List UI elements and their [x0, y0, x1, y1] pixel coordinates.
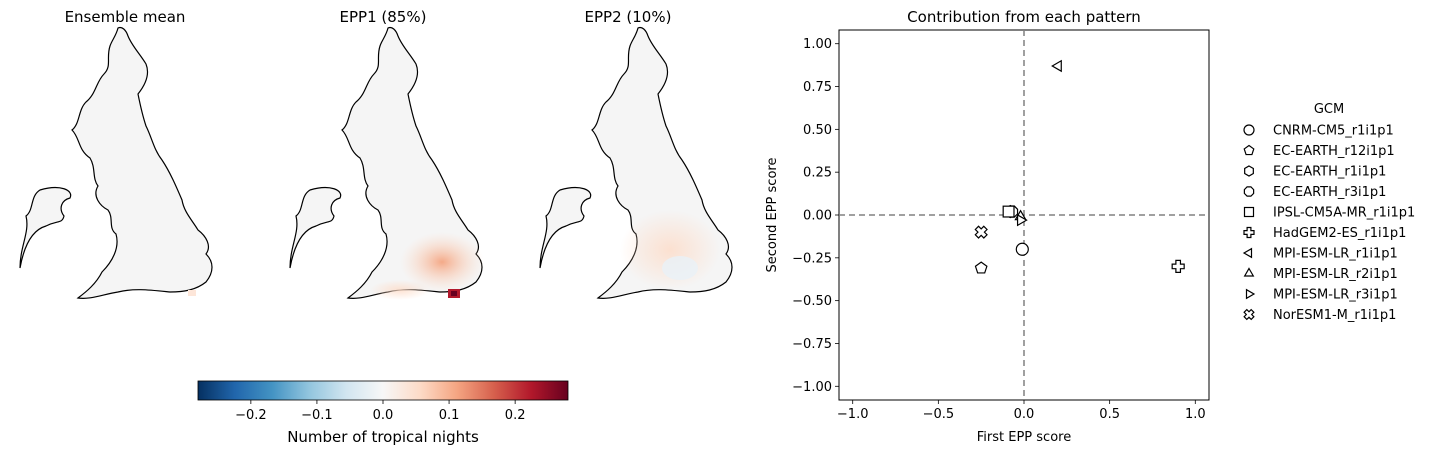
colorbar: −0.2 −0.1 0.0 0.1 0.2 Number of tropical nig…: [197, 380, 569, 446]
hotspot-london-core: [451, 291, 457, 296]
legend-marker: [1243, 186, 1255, 197]
y-tick-label: −0.75: [792, 337, 832, 352]
legend: GCM CNRM-CM5_r1i1p1 EC-EARTH_r12i1p1 EC-EA…: [1242, 102, 1415, 323]
map-title: EPP2 (10%): [585, 8, 672, 26]
map-cell: [188, 290, 196, 296]
point-mpi-esm-lr-r1i1p1: [1051, 59, 1062, 73]
y-tick-label: −0.50: [792, 294, 832, 309]
legend-label: EC-EARTH_r12i1p1: [1273, 144, 1395, 159]
point-cnrm-cm5-r1i1p1: [1015, 242, 1029, 256]
colorbar-gradient: [197, 380, 569, 401]
legend-marker: [1243, 124, 1255, 136]
legend-label: NorESM1-M_r1i1p1: [1273, 308, 1396, 323]
map-panel-ensemble-mean: Ensemble mean: [19, 8, 213, 300]
colorbar-tick-label: 0.0: [373, 408, 394, 423]
legend-marker: [1243, 206, 1255, 218]
y-tick-label: 0.25: [803, 166, 832, 181]
scatter-chart: Contribution from each pattern −1.0 −0.5 0…: [765, 8, 1210, 445]
legend-label: EC-EARTH_r1i1p1: [1273, 165, 1386, 180]
map-panel-epp2: EPP2 (10%): [539, 8, 733, 300]
cool-region: [662, 256, 698, 280]
legend-marker: [1245, 288, 1256, 300]
warm-region: [370, 280, 430, 300]
legend-marker: [1243, 144, 1255, 156]
warm-region: [620, 210, 720, 290]
x-tick-label: 0.5: [1099, 407, 1120, 422]
x-tick-label: 1.0: [1185, 407, 1206, 422]
y-tick-label: 1.00: [803, 37, 832, 52]
legend-marker: [1243, 308, 1255, 321]
warm-region: [400, 232, 484, 292]
x-tick-label: −1.0: [837, 407, 869, 422]
x-axis-ticks: −1.0 −0.5 0.0 0.5 1.0: [837, 400, 1206, 422]
colorbar-tick-label: −0.1: [301, 408, 333, 423]
legend-marker: [1243, 267, 1255, 277]
map-title: EPP1 (85%): [340, 8, 427, 26]
x-axis-label: First EPP score: [977, 430, 1071, 445]
colorbar-label: Number of tropical nights: [287, 428, 479, 446]
y-tick-label: 0.75: [803, 80, 832, 95]
y-tick-label: −0.25: [792, 251, 832, 266]
data-points: [974, 59, 1185, 274]
y-tick-label: −1.00: [792, 380, 832, 395]
legend-marker: [1242, 247, 1253, 259]
y-axis-ticks: 1.00 0.75 0.50 0.25 0.00 −0.25 −0.50 −0.75 −1.00: [792, 37, 839, 395]
y-tick-label: 0.00: [803, 209, 832, 224]
uk-map: [19, 26, 213, 300]
legend-label: MPI-ESM-LR_r1i1p1: [1273, 247, 1398, 262]
map-title: Ensemble mean: [65, 8, 186, 26]
legend-items: CNRM-CM5_r1i1p1 EC-EARTH_r12i1p1 EC-EARTH_…: [1242, 124, 1415, 323]
colorbar-tick-label: 0.2: [505, 408, 526, 423]
point-mpi-esm-lr-r3i1p1: [1016, 213, 1028, 227]
legend-title: GCM: [1314, 102, 1344, 117]
legend-label: CNRM-CM5_r1i1p1: [1273, 124, 1394, 139]
colorbar-tick-label: −0.2: [235, 408, 267, 423]
legend-label: EC-EARTH_r3i1p1: [1273, 185, 1386, 200]
chart-title: Contribution from each pattern: [907, 8, 1141, 26]
legend-marker: [1244, 165, 1254, 177]
legend-label: HadGEM2-ES_r1i1p1: [1273, 226, 1406, 241]
colorbar-ticks: −0.2 −0.1 0.0 0.1 0.2: [235, 400, 525, 423]
point-ipsl-cm5a-mr-r1i1p1: [1002, 205, 1015, 218]
point-hadgem2-es-r1i1p1: [1171, 259, 1185, 273]
point-noresm1-m-r1i1p1: [974, 225, 988, 239]
legend-label: IPSL-CM5A-MR_r1i1p1: [1273, 206, 1415, 221]
map-panel-epp1: EPP1 (85%): [289, 8, 484, 300]
point-ec-earth-r12i1p1: [974, 261, 988, 274]
y-tick-label: 0.50: [803, 123, 832, 138]
x-tick-label: 0.0: [1014, 407, 1035, 422]
x-tick-label: −0.5: [923, 407, 955, 422]
colorbar-tick-label: 0.1: [439, 408, 460, 423]
y-axis-label: Second EPP score: [765, 158, 780, 273]
legend-label: MPI-ESM-LR_r3i1p1: [1273, 288, 1398, 303]
legend-marker: [1243, 226, 1255, 239]
legend-label: MPI-ESM-LR_r2i1p1: [1273, 267, 1398, 282]
